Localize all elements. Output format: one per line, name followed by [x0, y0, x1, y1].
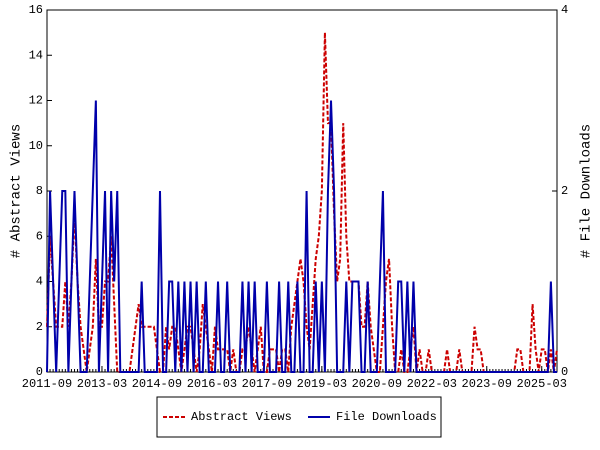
y-tick-label: 14 [29, 48, 43, 62]
x-tick-label: 2020-09 [352, 377, 402, 391]
y-tick-label: 12 [29, 94, 43, 108]
y-tick-label: 6 [36, 229, 43, 243]
y-tick-label: 10 [29, 139, 43, 153]
legend-label: File Downloads [336, 410, 437, 424]
y-tick-label: 16 [29, 3, 43, 17]
y2-tick-label: 2 [561, 184, 568, 198]
x-tick-label: 2017-09 [242, 377, 292, 391]
legend-box [156, 396, 442, 438]
x-tick-label: 2014-09 [132, 377, 182, 391]
y2-axis-label: # File Downloads [579, 124, 595, 258]
legend-label: Abstract Views [191, 410, 292, 424]
x-tick-label: 2019-03 [297, 377, 347, 391]
y-tick-label: 2 [36, 320, 43, 334]
plot-frame [46, 9, 558, 373]
y-axis-label: # Abstract Views [9, 124, 25, 258]
series-line [46, 32, 558, 373]
y2-tick-label: 0 [561, 365, 568, 379]
x-tick-label: 2025-03 [517, 377, 567, 391]
x-tick-label: 2022-03 [407, 377, 457, 391]
y-tick-label: 0 [36, 365, 43, 379]
y-tick-label: 8 [36, 184, 43, 198]
y-tick-label: 4 [36, 275, 43, 289]
x-tick-label: 2023-09 [462, 377, 512, 391]
y2-tick-label: 4 [561, 3, 568, 17]
series-line [46, 100, 557, 373]
x-tick-label: 2013-03 [77, 377, 127, 391]
x-tick-label: 2011-09 [22, 377, 72, 391]
x-tick-label: 2016-03 [187, 377, 237, 391]
